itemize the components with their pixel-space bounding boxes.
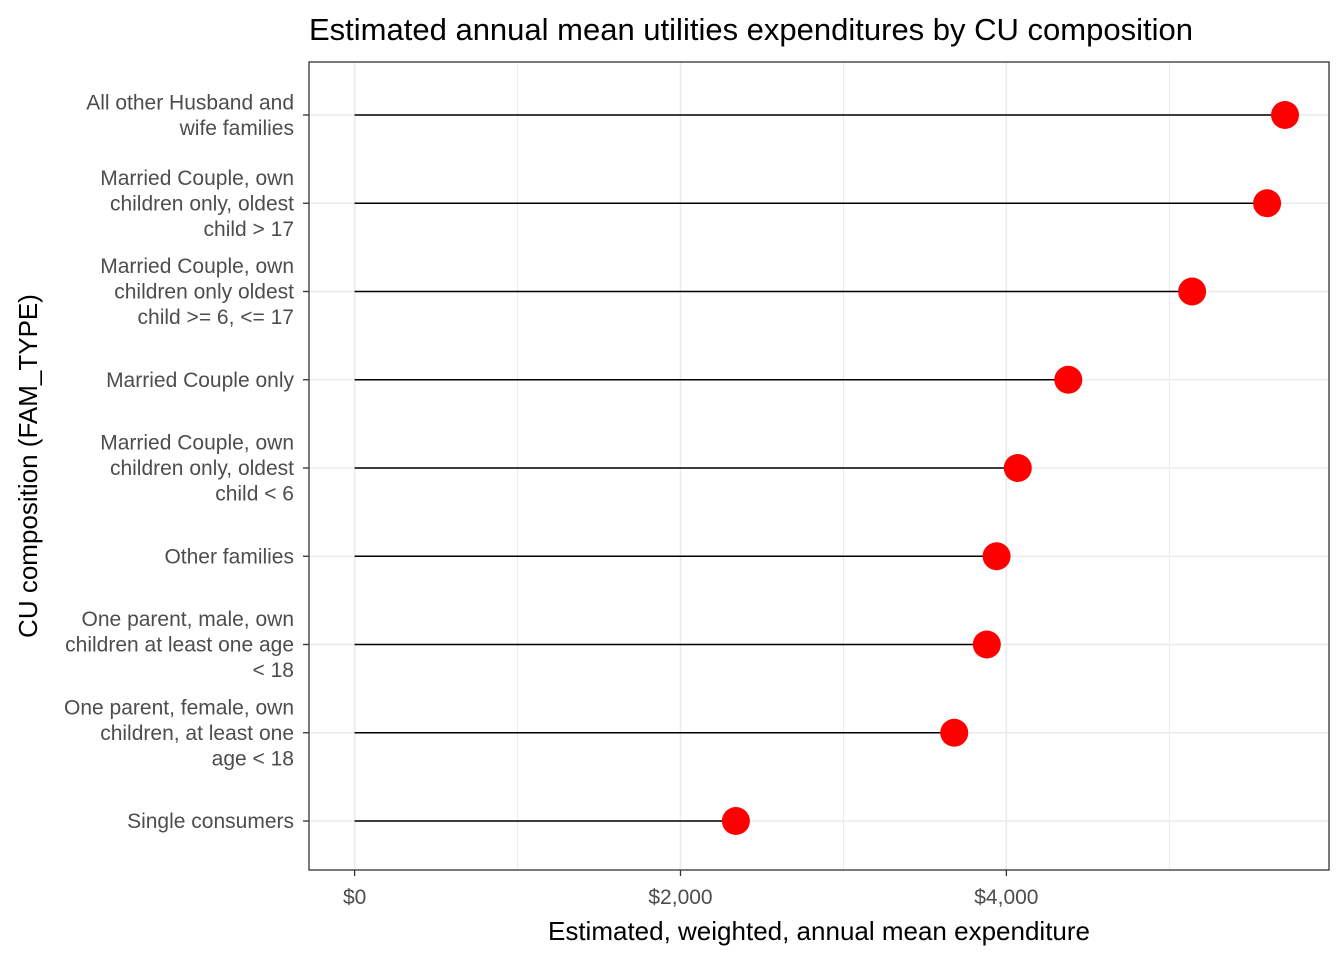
y-tick-label: One parent, male, own children at least o…: [65, 608, 294, 682]
y-tick-label-line: age < 18: [212, 747, 294, 770]
lollipop-point: [940, 718, 969, 747]
lollipop-point: [1271, 101, 1300, 129]
chart-title: Estimated annual mean utilities expendit…: [309, 12, 1193, 47]
y-tick-label: Single consumers: [127, 810, 294, 833]
lollipop-point: [1253, 189, 1282, 218]
y-tick-label: One parent, female, own children, at leas…: [64, 696, 294, 770]
y-tick-label-line: children only, oldest: [110, 457, 294, 480]
y-tick-label-line: < 18: [253, 659, 294, 682]
x-tick-label: $4,000: [974, 886, 1038, 909]
y-axis-title: CU composition (FAM_TYPE): [13, 294, 43, 638]
lollipop-point: [721, 807, 750, 835]
lollipop-stems: [354, 114, 1286, 822]
panel-border: [308, 61, 1330, 871]
y-tick-label-line: children only, oldest: [110, 192, 294, 215]
lollipop-point: [982, 542, 1011, 571]
y-tick-label-line: Single consumers: [127, 810, 294, 833]
y-tick-label-line: children at least one age: [65, 634, 294, 657]
y-tick-label-line: child < 6: [215, 483, 294, 506]
y-tick-label: Married Couple, own children only, oldest…: [100, 167, 294, 241]
lollipop-point: [1178, 277, 1207, 306]
lollipop-points: [721, 101, 1300, 835]
y-tick-label-line: child >= 6, <= 17: [138, 306, 294, 329]
y-tick-label-line: Married Couple, own: [100, 167, 294, 190]
y-tick-label-line: wife families: [179, 117, 294, 140]
y-tick-label-line: children only oldest: [114, 281, 294, 304]
x-tick-label: $2,000: [648, 886, 712, 909]
x-tick-label: $0: [343, 886, 366, 909]
y-tick-label-line: children, at least one: [100, 722, 294, 745]
x-axis-ticks: $0 $2,000 $4,000: [343, 870, 1038, 909]
y-tick-label-line: child > 17: [204, 218, 294, 241]
y-tick-label-line: One parent, female, own: [64, 696, 294, 719]
grid-lines: [309, 62, 1329, 870]
y-tick-label-line: All other Husband and: [86, 91, 294, 114]
y-tick-label: Married Couple only: [106, 369, 294, 392]
y-tick-label-line: Married Couple, own: [100, 432, 294, 455]
y-axis-ticks: All other Husband and wife families Marrie…: [64, 91, 309, 833]
y-tick-label: Married Couple, own children only, oldest…: [100, 432, 294, 506]
lollipop-point: [972, 630, 1001, 659]
x-axis-title: Estimated, weighted, annual mean expendi…: [548, 916, 1090, 946]
y-tick-label: All other Husband and wife families: [86, 91, 294, 140]
y-tick-label-line: Other families: [164, 545, 294, 568]
y-tick-label-line: Married Couple, own: [100, 255, 294, 278]
y-tick-label-line: One parent, male, own: [82, 608, 294, 631]
lollipop-point: [1054, 365, 1083, 394]
y-tick-label: Other families: [164, 545, 294, 568]
y-tick-label-line: Married Couple only: [106, 369, 294, 392]
lollipop-point: [1003, 454, 1032, 482]
y-tick-label: Married Couple, own children only oldest c…: [100, 255, 294, 329]
